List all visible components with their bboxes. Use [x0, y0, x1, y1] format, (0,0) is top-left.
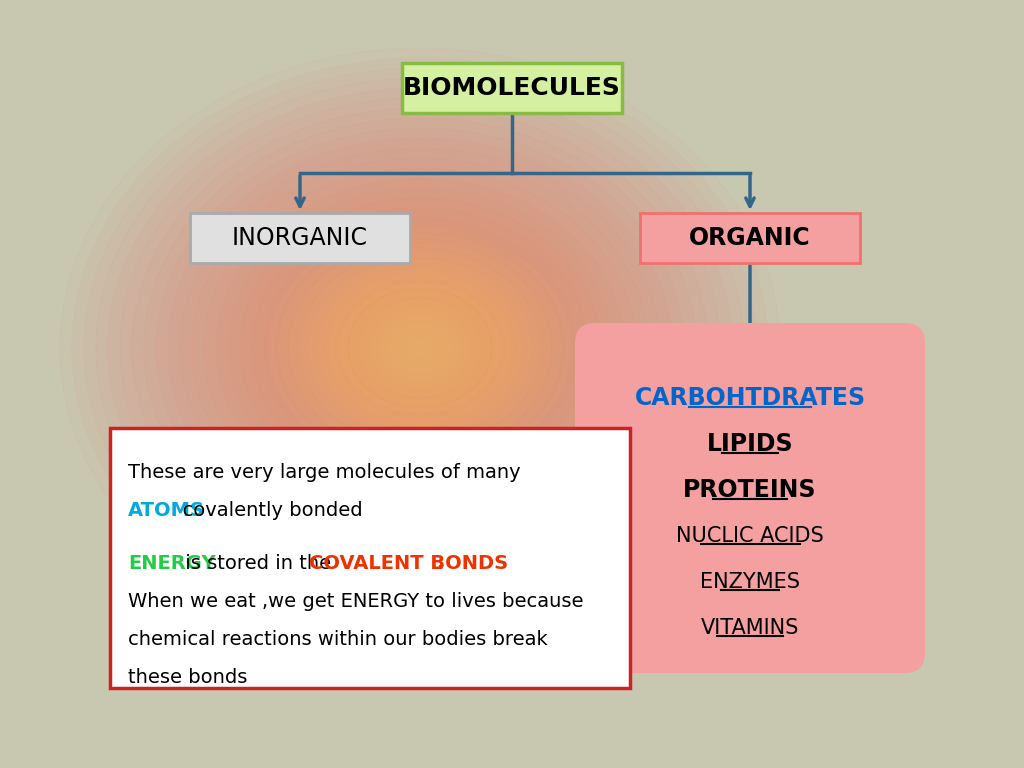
Text: LIPIDS: LIPIDS	[707, 432, 794, 456]
Text: ENERGY: ENERGY	[128, 554, 216, 573]
FancyBboxPatch shape	[640, 213, 860, 263]
FancyBboxPatch shape	[110, 428, 630, 688]
Text: is stored in the: is stored in the	[179, 554, 337, 573]
Text: INORGANIC: INORGANIC	[232, 226, 368, 250]
Text: covalently bonded: covalently bonded	[171, 501, 364, 520]
Text: these bonds: these bonds	[128, 668, 248, 687]
Text: These are very large molecules of many: These are very large molecules of many	[128, 463, 520, 482]
Text: When we eat ,we get ENERGY to lives because: When we eat ,we get ENERGY to lives beca…	[128, 592, 584, 611]
Text: ORGANIC: ORGANIC	[689, 226, 811, 250]
Text: CARBOHTDRATES: CARBOHTDRATES	[635, 386, 865, 410]
Text: VITAMINS: VITAMINS	[700, 618, 799, 638]
Text: COVALENT BONDS: COVALENT BONDS	[308, 554, 508, 573]
Text: BIOMOLECULES: BIOMOLECULES	[403, 76, 621, 100]
Text: .: .	[437, 554, 444, 573]
Text: ENZYMES: ENZYMES	[700, 572, 800, 592]
Text: NUCLIC ACIDS: NUCLIC ACIDS	[676, 526, 824, 546]
FancyBboxPatch shape	[575, 323, 925, 673]
Text: ATOMS: ATOMS	[128, 501, 205, 520]
FancyBboxPatch shape	[190, 213, 410, 263]
FancyBboxPatch shape	[402, 63, 622, 113]
Text: chemical reactions within our bodies break: chemical reactions within our bodies bre…	[128, 631, 548, 649]
Text: PROTEINS: PROTEINS	[683, 478, 817, 502]
